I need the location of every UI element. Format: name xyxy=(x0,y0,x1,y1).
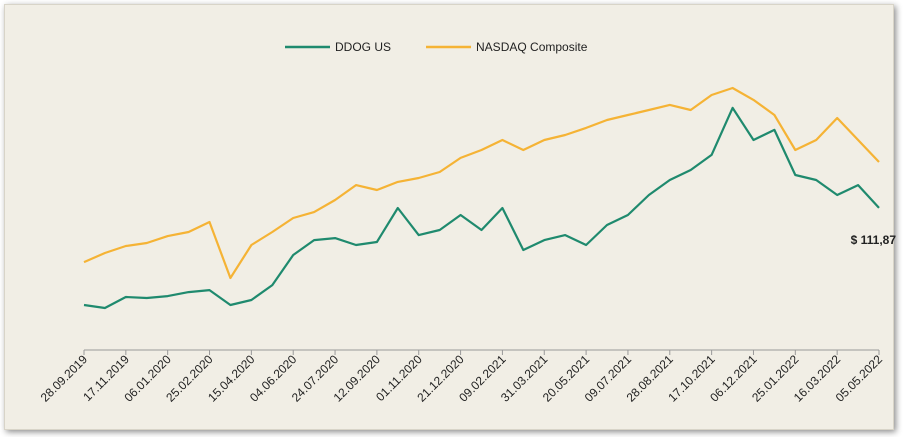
value-label: $ 111,87 xyxy=(851,233,897,247)
legend-label: NASDAQ Composite xyxy=(476,40,588,54)
legend-label: DDOG US xyxy=(335,40,391,54)
series-line xyxy=(83,106,880,310)
series-line xyxy=(83,86,880,280)
chart-frame xyxy=(4,4,894,430)
